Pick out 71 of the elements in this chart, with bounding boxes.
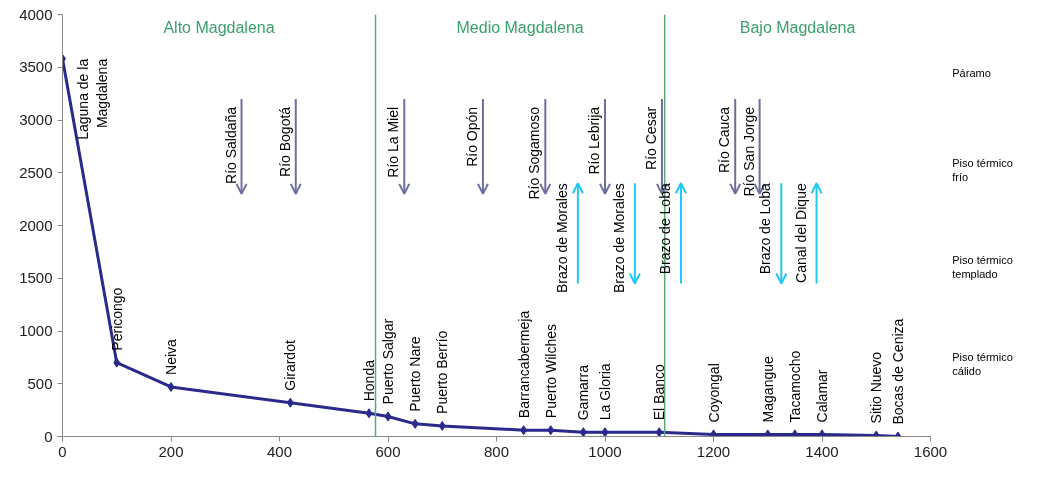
ref-line-label: Río San Jorge — [740, 106, 757, 197]
annotation: Alto Magdalena — [163, 18, 275, 36]
annotation: Gamarra — [575, 364, 592, 421]
y-tick-label: 2500 — [19, 163, 53, 181]
x-tick-label: 0 — [58, 442, 67, 460]
annotation: Calamar — [814, 369, 830, 423]
point — [547, 425, 555, 436]
annotation: Neiva — [163, 338, 179, 375]
point — [520, 425, 528, 436]
x-tick-label: 1200 — [696, 442, 731, 460]
annotation: Sitio Nuevo — [868, 351, 885, 424]
x-tick-label: 1600 — [913, 442, 948, 460]
x-tick-label: 1000 — [588, 442, 622, 460]
x-tick-label: 1400 — [805, 442, 839, 460]
x-tick-label: 200 — [158, 442, 184, 460]
text: Piso térmico templado — [952, 253, 1013, 281]
annotation: Puerto Wilches — [542, 324, 559, 419]
annotation: Puerto Nare — [407, 336, 424, 412]
ref-line-label: Río Cesar — [642, 106, 659, 170]
y-tick-label: 1000 — [19, 322, 53, 339]
point — [113, 357, 121, 368]
annotation: Laguna de la Magdalena — [74, 58, 111, 140]
ref-line-label: Río Lebrija — [586, 106, 602, 175]
point — [167, 381, 175, 392]
text: Piso térmico frío — [952, 156, 1013, 183]
y-tick-label: 1500 — [19, 269, 53, 287]
point — [579, 427, 587, 437]
ref-line-label: Brazo de Loba — [757, 183, 774, 275]
point — [384, 411, 392, 422]
ref-line-label: Río Cauca — [716, 106, 733, 174]
ref-line-label: Canal del Dique — [792, 183, 809, 283]
ref-line-label: Brazo de Morales — [610, 183, 627, 294]
point — [601, 427, 609, 437]
x-tick-label: 400 — [266, 442, 293, 460]
y-tick-label: 500 — [27, 374, 53, 392]
ref-line-label: Río Sogamoso — [526, 106, 543, 200]
point — [286, 397, 294, 408]
text: Piso térmico cálido — [952, 350, 1013, 378]
annotation: Bocas de Ceniza — [889, 318, 906, 425]
x-tick-label: 600 — [375, 442, 401, 460]
ref-line-label: Río Bogotá — [276, 106, 293, 177]
y-tick-label: 3000 — [19, 111, 53, 128]
annotation: Girardot — [282, 340, 299, 391]
annotation: Magangue — [759, 356, 776, 423]
ref-line-label: Brazo de Loba — [656, 183, 673, 275]
y-tick-label: 3500 — [19, 58, 53, 76]
annotation: Tacamocho — [786, 350, 803, 423]
annotation: La Gloria — [597, 363, 613, 421]
annotation: Barrancabermeja — [515, 310, 532, 419]
ref-line-label: Río Saldaña — [222, 106, 239, 184]
text: Páramo — [952, 66, 991, 79]
annotation: Bajo Magdalena — [739, 18, 856, 36]
annotation: Puerto Salgar — [380, 318, 396, 405]
x-tick-label: 800 — [483, 442, 510, 460]
annotation: Pericongo — [108, 287, 125, 351]
ref-line-label: Río La Miel — [385, 106, 402, 178]
ref-line-label: Brazo de Morales — [553, 183, 570, 294]
annotation: El Banco — [651, 364, 668, 421]
point — [438, 420, 446, 431]
annotation: Honda — [361, 359, 378, 402]
y-tick-label: 0 — [44, 427, 53, 445]
point — [365, 408, 373, 419]
point — [710, 429, 717, 437]
annotation: Coyongal — [705, 363, 722, 423]
y-tick-label: 4000 — [19, 5, 53, 23]
annotation: Puerto Berrío — [434, 330, 451, 414]
annotation: Medio Magdalena — [456, 18, 584, 36]
ref-line-label: Río Opón — [463, 106, 480, 167]
point — [411, 418, 419, 429]
point — [655, 427, 663, 437]
y-tick-label: 2000 — [19, 216, 53, 234]
